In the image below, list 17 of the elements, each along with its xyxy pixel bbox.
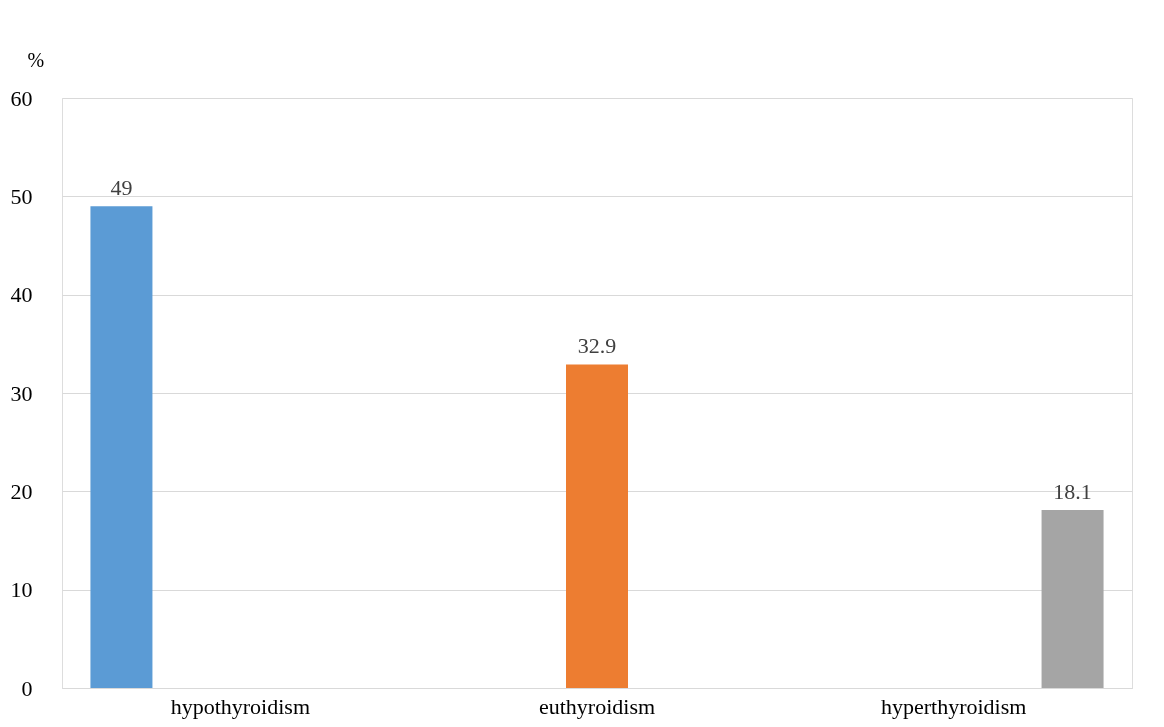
x-tick-label: euthyroidism [538,693,656,719]
y-tick-label: 20 [10,478,33,504]
data-label: 32.9 [577,333,617,359]
bar [90,206,153,688]
bar [1041,510,1104,688]
y-tick-label: 40 [10,282,33,308]
data-label: 18.1 [1053,479,1092,505]
data-label: 49 [110,175,133,201]
y-axis-title: % [27,48,45,71]
y-tick-label: 10 [10,577,33,603]
x-tick-label: hypothyroidism [170,693,311,719]
x-tick-label: hyperthyroidism [880,693,1027,719]
bar [566,364,628,688]
y-tick-label: 30 [10,380,33,406]
y-tick-label: 50 [10,183,33,209]
y-tick-label: 0 [21,675,33,701]
y-tick-label: 60 [10,85,33,111]
